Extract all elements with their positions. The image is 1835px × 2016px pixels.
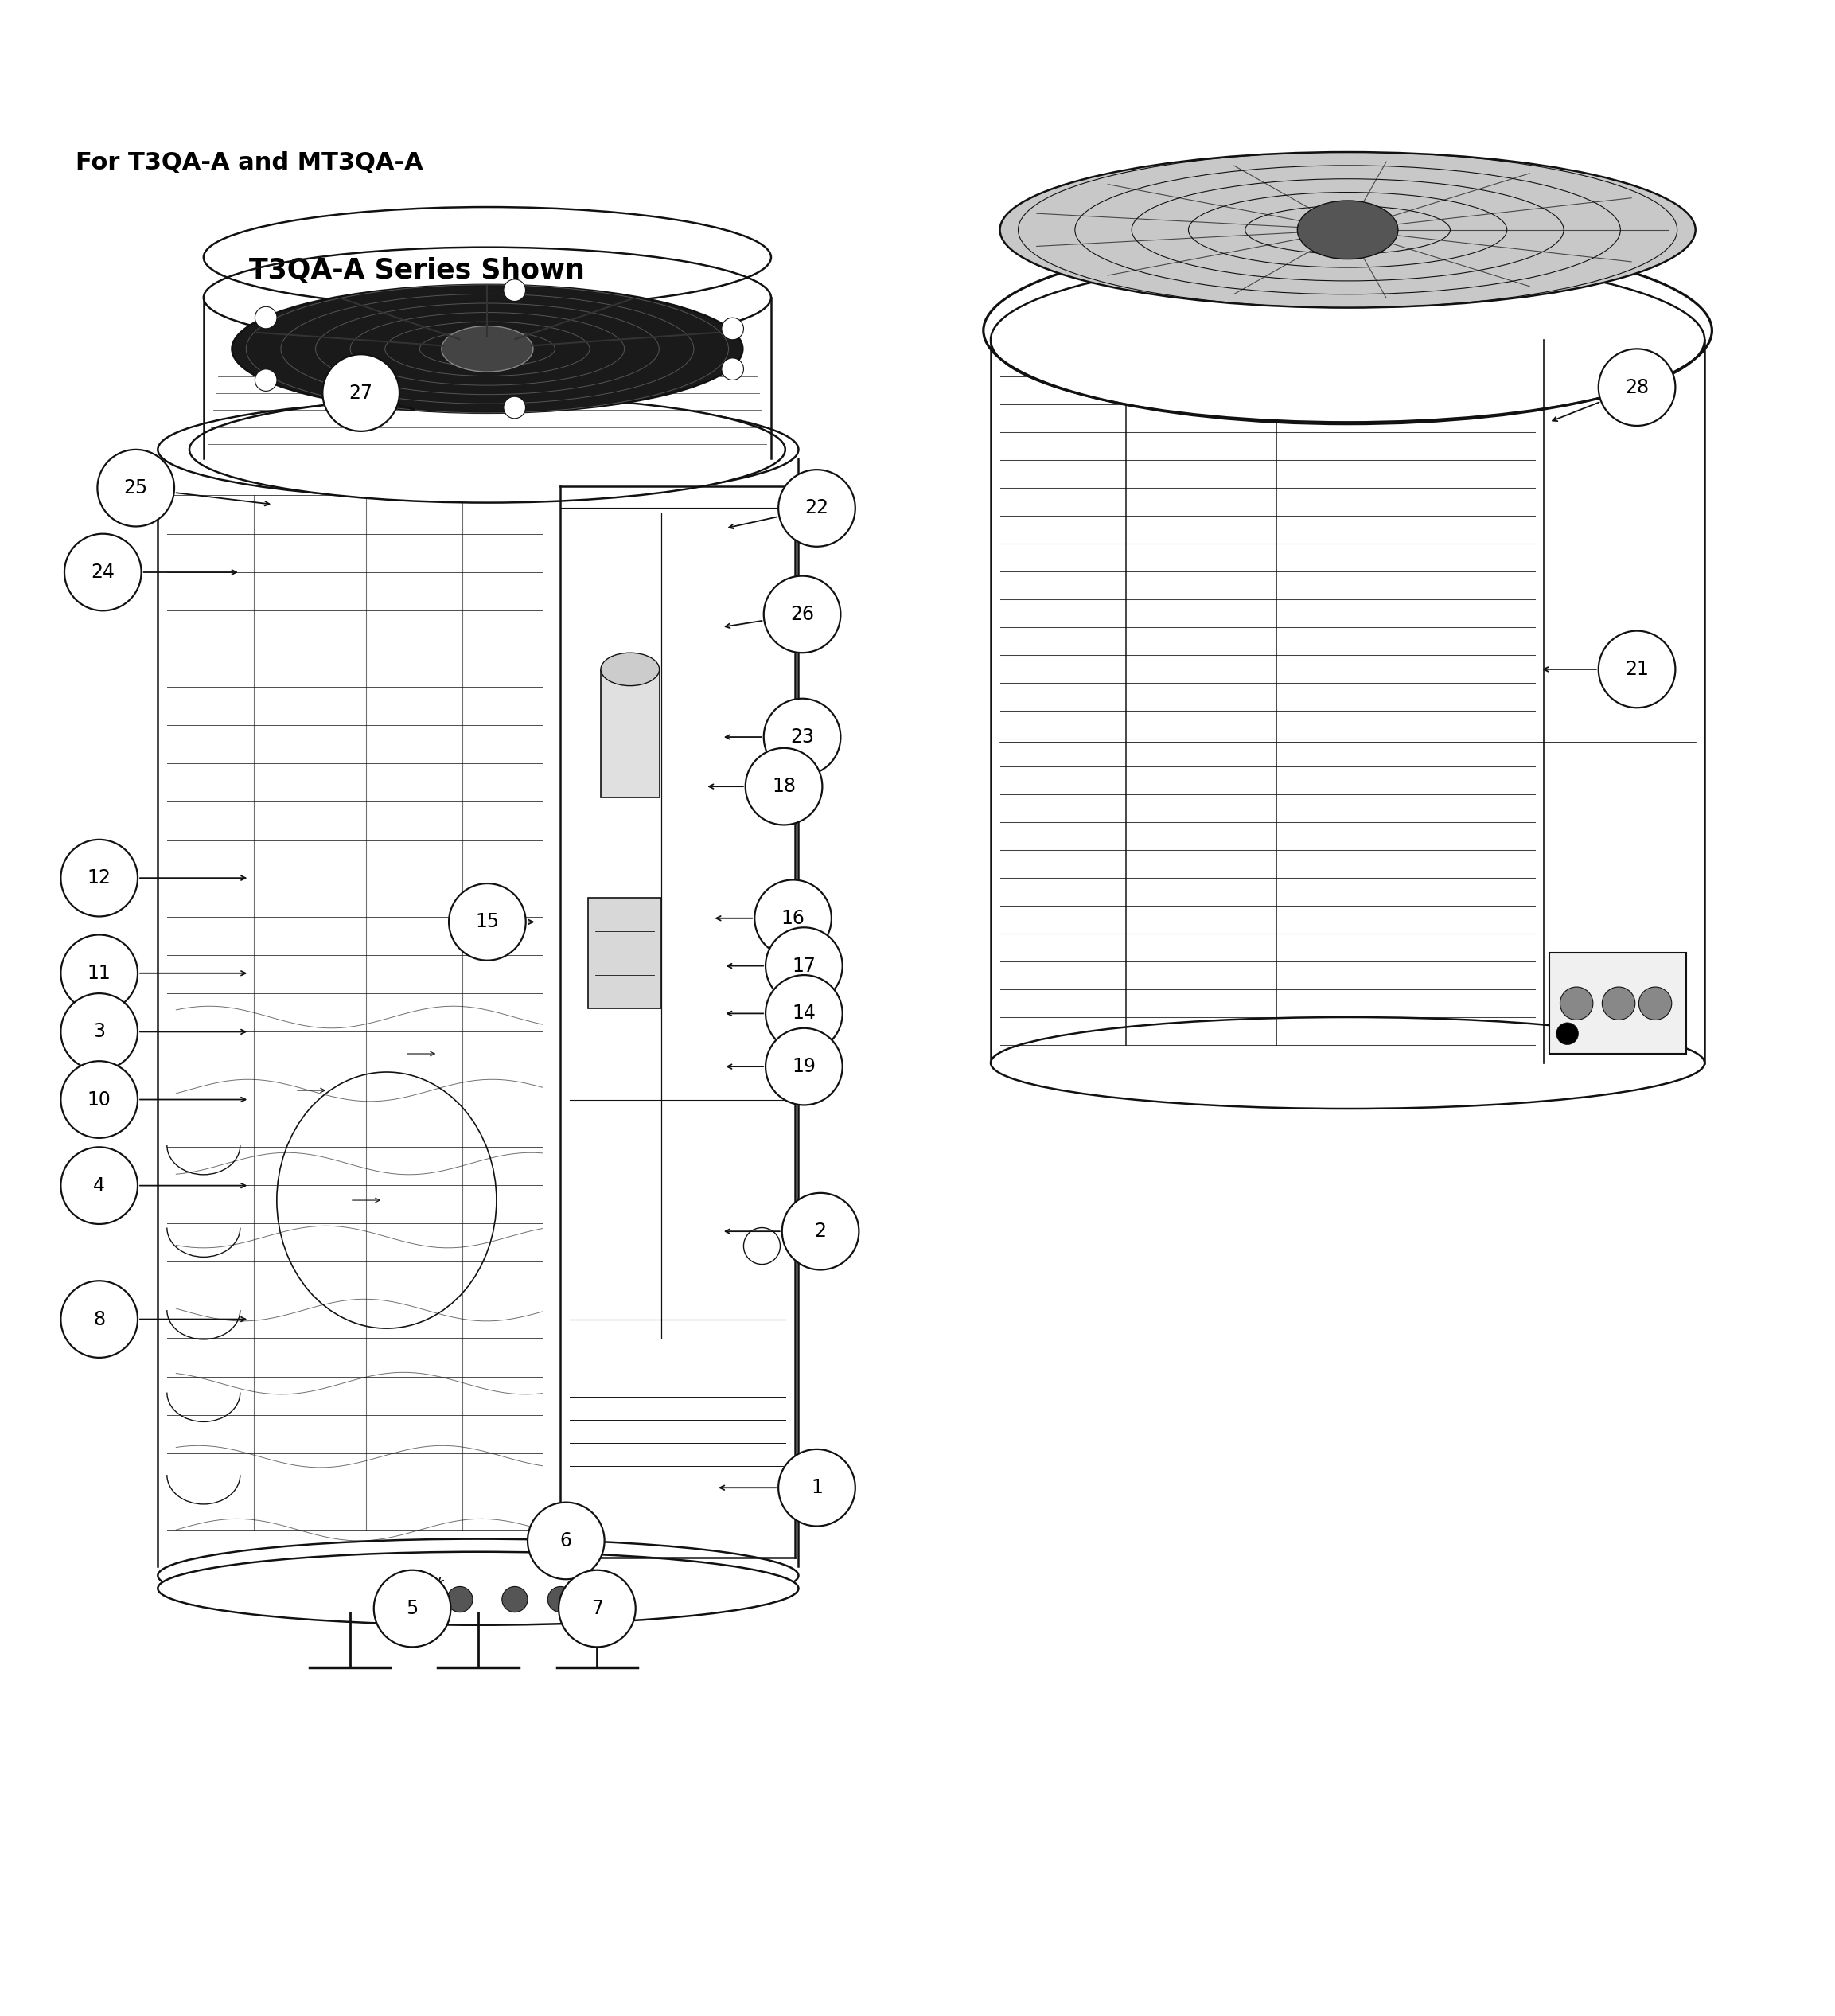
Text: 28: 28: [1626, 377, 1650, 397]
Text: 18: 18: [773, 776, 796, 796]
Circle shape: [61, 1280, 138, 1357]
Circle shape: [61, 994, 138, 1070]
Ellipse shape: [991, 1018, 1705, 1109]
Text: 2: 2: [815, 1222, 826, 1242]
Text: 24: 24: [92, 562, 116, 583]
Circle shape: [763, 700, 840, 776]
Circle shape: [255, 369, 277, 391]
Circle shape: [1602, 988, 1635, 1020]
Text: 12: 12: [88, 869, 112, 887]
Circle shape: [503, 397, 525, 419]
Circle shape: [745, 748, 822, 825]
Text: 19: 19: [793, 1056, 817, 1077]
Circle shape: [61, 1060, 138, 1137]
Ellipse shape: [442, 327, 534, 371]
Text: 22: 22: [806, 498, 829, 518]
Ellipse shape: [189, 397, 785, 502]
Ellipse shape: [991, 258, 1705, 421]
Circle shape: [778, 470, 855, 546]
Text: 10: 10: [88, 1091, 112, 1109]
Circle shape: [1556, 1022, 1578, 1044]
Bar: [587, 899, 661, 1008]
Text: 3: 3: [94, 1022, 105, 1042]
Text: 21: 21: [1626, 659, 1650, 679]
Ellipse shape: [600, 653, 659, 685]
Circle shape: [721, 319, 743, 339]
Circle shape: [558, 1570, 635, 1647]
Text: 6: 6: [560, 1532, 573, 1550]
Text: T3QA-A Series Shown: T3QA-A Series Shown: [250, 258, 585, 284]
Circle shape: [743, 1228, 780, 1264]
Ellipse shape: [158, 1538, 798, 1613]
Circle shape: [1639, 988, 1672, 1020]
Ellipse shape: [1000, 151, 1696, 308]
Text: 5: 5: [406, 1599, 418, 1619]
Text: 25: 25: [123, 478, 149, 498]
Circle shape: [61, 1147, 138, 1224]
Circle shape: [1560, 988, 1593, 1020]
Text: 7: 7: [591, 1599, 604, 1619]
Text: 16: 16: [782, 909, 806, 927]
Text: 17: 17: [793, 956, 817, 976]
Circle shape: [448, 1587, 473, 1613]
Circle shape: [61, 839, 138, 917]
Text: 4: 4: [94, 1175, 105, 1195]
Text: 27: 27: [349, 383, 373, 403]
Circle shape: [323, 355, 400, 431]
Circle shape: [765, 976, 842, 1052]
Text: 8: 8: [94, 1310, 105, 1329]
Bar: [1549, 954, 1686, 1054]
Circle shape: [255, 306, 277, 329]
Circle shape: [782, 1193, 859, 1270]
Circle shape: [721, 359, 743, 381]
Circle shape: [547, 1587, 573, 1613]
Circle shape: [528, 1502, 604, 1579]
Circle shape: [503, 1587, 528, 1613]
Circle shape: [97, 450, 174, 526]
Circle shape: [503, 280, 525, 300]
Circle shape: [754, 879, 831, 958]
Ellipse shape: [231, 284, 743, 413]
Text: 23: 23: [791, 728, 815, 746]
Circle shape: [374, 1570, 451, 1647]
Circle shape: [778, 1450, 855, 1526]
Circle shape: [765, 1028, 842, 1105]
Ellipse shape: [158, 1552, 798, 1625]
Circle shape: [765, 927, 842, 1004]
Circle shape: [1598, 349, 1675, 425]
Text: 14: 14: [793, 1004, 817, 1022]
Text: 15: 15: [475, 913, 499, 931]
Circle shape: [1598, 631, 1675, 708]
Text: For T3QA-A and MT3QA-A: For T3QA-A and MT3QA-A: [75, 151, 424, 173]
Circle shape: [450, 883, 527, 960]
Text: 1: 1: [811, 1478, 822, 1498]
Circle shape: [61, 935, 138, 1012]
Bar: [600, 669, 659, 798]
Circle shape: [64, 534, 141, 611]
Ellipse shape: [158, 399, 798, 500]
Text: 26: 26: [791, 605, 815, 623]
Text: 11: 11: [88, 964, 112, 982]
Circle shape: [763, 577, 840, 653]
Ellipse shape: [1297, 200, 1398, 260]
